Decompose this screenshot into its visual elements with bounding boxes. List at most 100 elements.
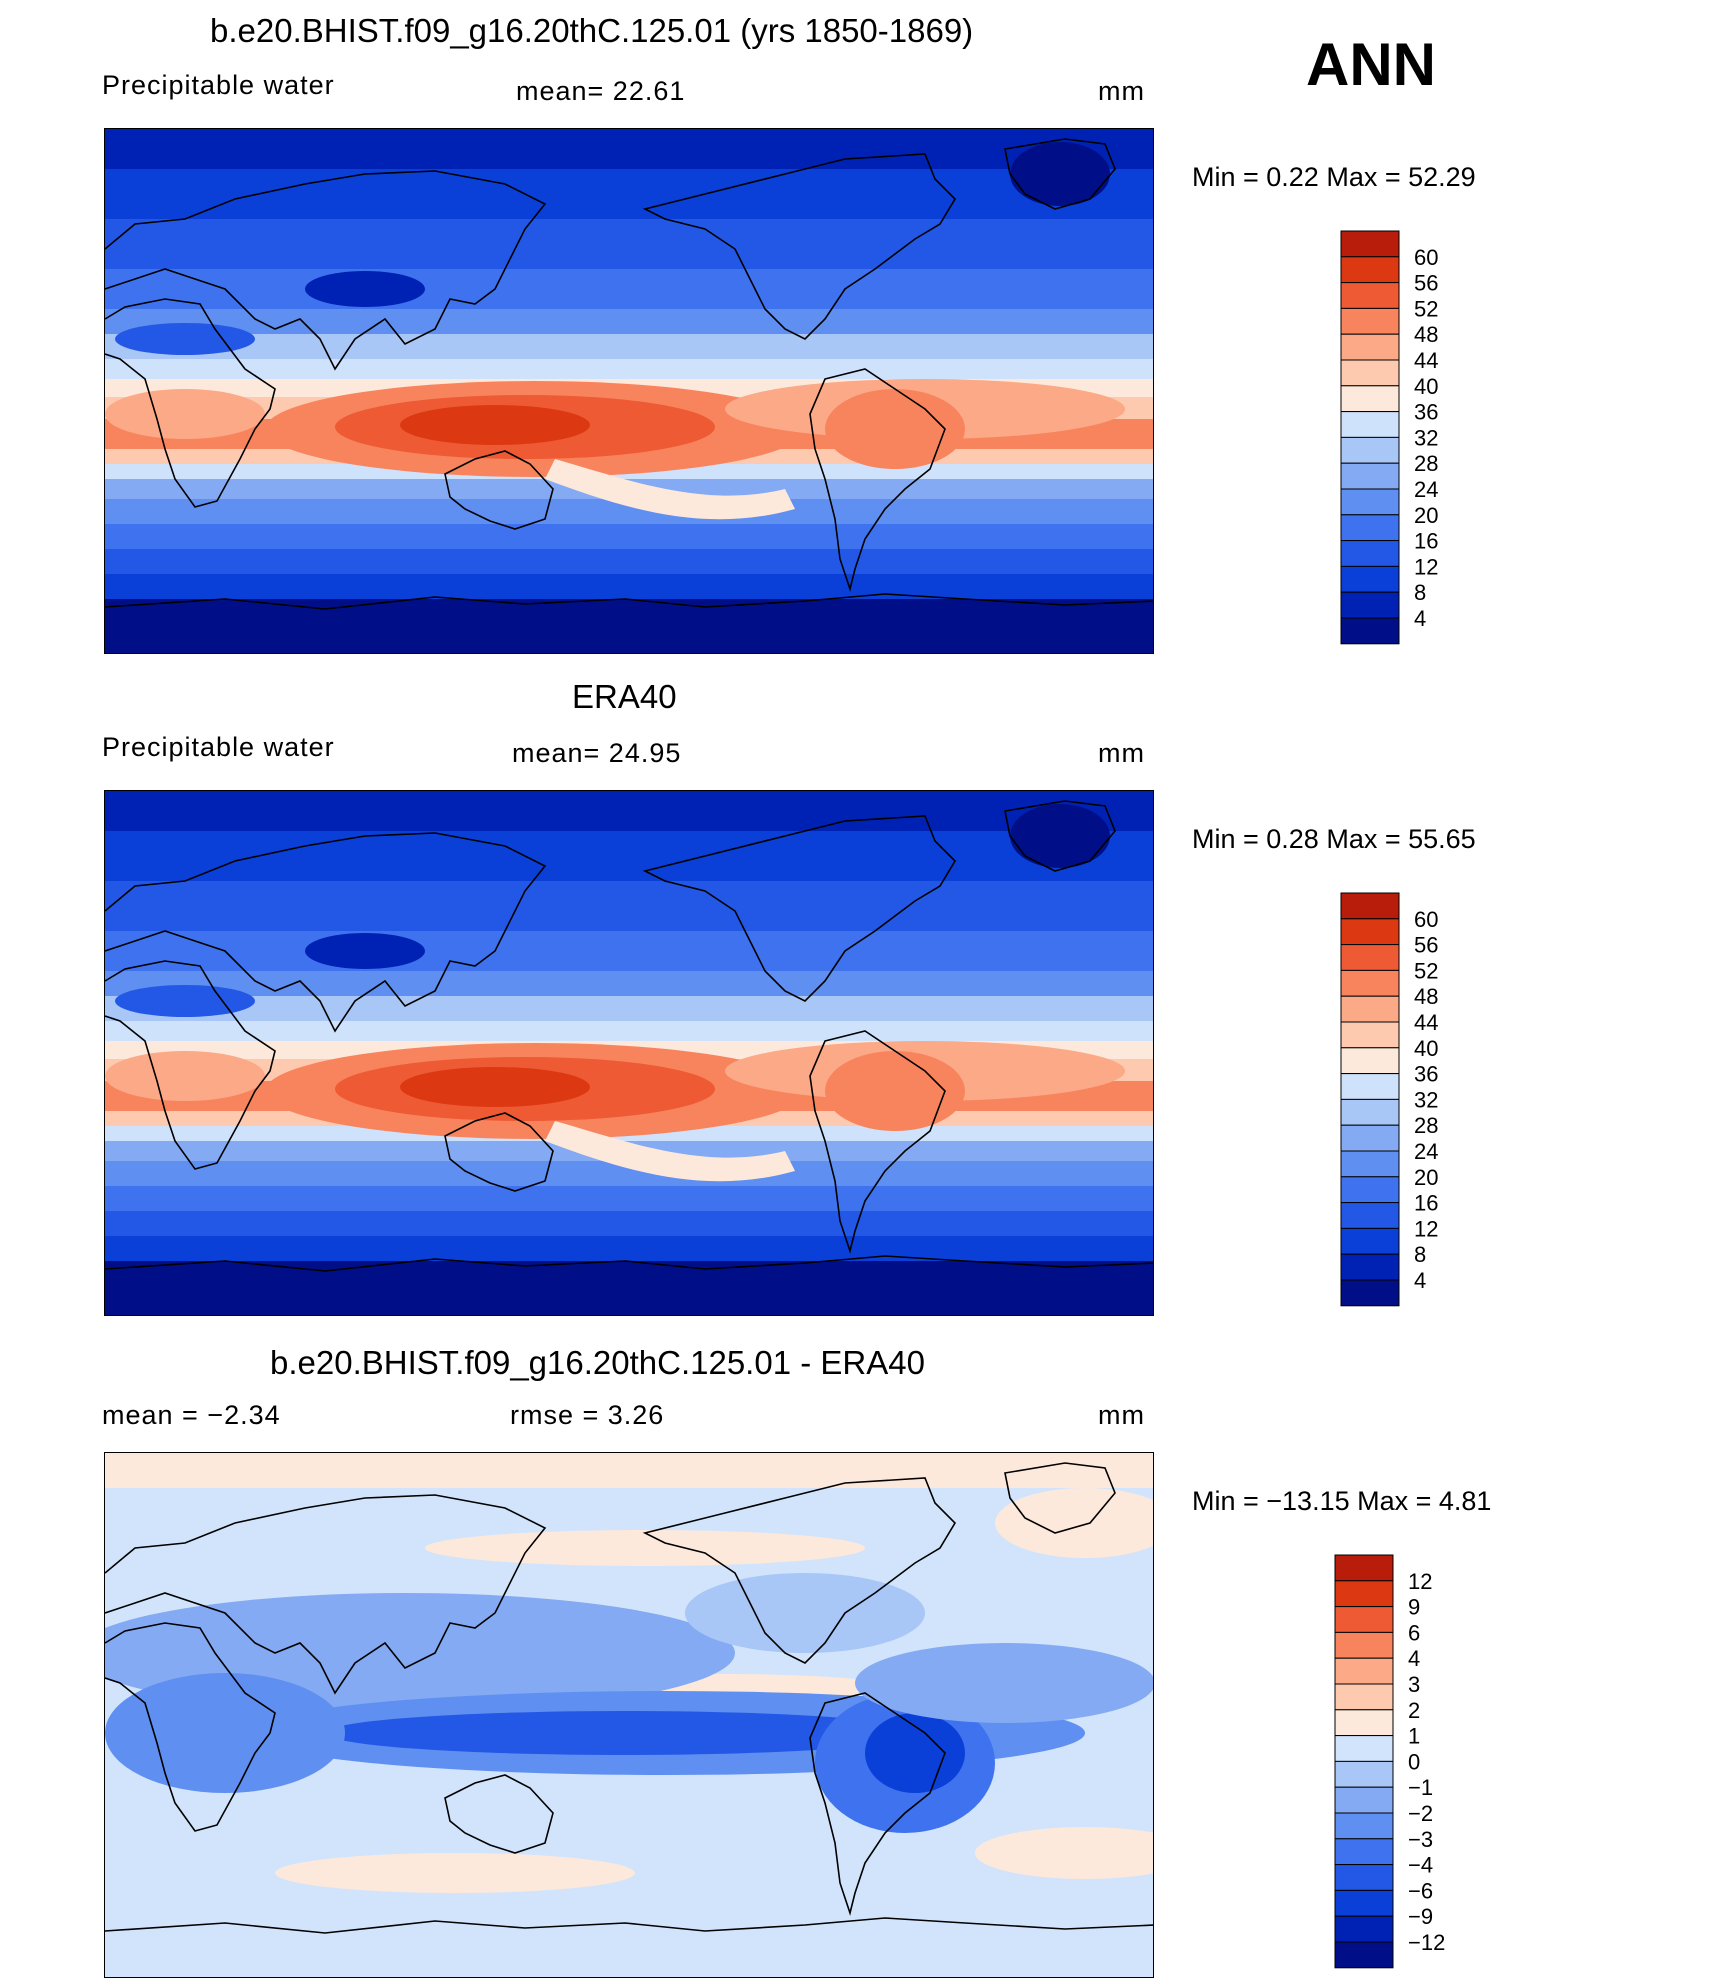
colorbar-tick-label: 20 [1414, 1165, 1438, 1190]
colorbar-tick-label: −12 [1408, 1930, 1445, 1955]
colorbar-tick-label: 32 [1414, 1087, 1438, 1112]
colorbar-swatch [1340, 565, 1400, 593]
colorbar-tick-label: 40 [1414, 1036, 1438, 1061]
colorbar-swatch [1340, 1176, 1400, 1204]
colorbar-tick-label: −1 [1408, 1775, 1433, 1800]
colorbar-tick-label: 4 [1414, 1268, 1426, 1293]
colorbar-swatch [1334, 1864, 1394, 1891]
map-field-3 [105, 1453, 1153, 1977]
colorbar-tick-label: 8 [1414, 1242, 1426, 1267]
colorbar-swatch [1334, 1554, 1394, 1582]
colorbar-tick-label: 52 [1414, 296, 1438, 321]
colorbar-tick-label: 0 [1408, 1749, 1420, 1774]
colorbar-swatch [1334, 1889, 1394, 1917]
colorbar-tick-label: 56 [1414, 933, 1438, 958]
colorbar-swatch [1334, 1631, 1394, 1659]
colorbar-tick-label: 16 [1414, 1191, 1438, 1216]
colorbar-swatch [1340, 436, 1400, 464]
panel-3-units: mm [1098, 1400, 1145, 1430]
colorbar-swatch [1340, 1047, 1400, 1075]
panel-3-map [104, 1452, 1154, 1978]
colorbar-tick-label: −6 [1408, 1878, 1433, 1903]
colorbar-tick-label: 52 [1414, 958, 1438, 983]
panel-1-map [104, 128, 1154, 654]
colorbar-tick-label: 24 [1414, 477, 1438, 502]
colorbar-tick-label: 1 [1408, 1724, 1420, 1749]
season-label: ANN [1306, 31, 1436, 98]
colorbar-swatch [1334, 1941, 1394, 1969]
colorbar-tick-label: −2 [1408, 1801, 1433, 1826]
colorbar-swatch [1340, 411, 1400, 438]
colorbar-swatch [1340, 282, 1400, 309]
colorbar-tick-label: 2 [1408, 1698, 1420, 1723]
panel-2-variable-label: Precipitable water [102, 732, 335, 762]
panel-2-mean-label: mean= 24.95 [512, 738, 682, 768]
colorbar-tick-label: 60 [1414, 907, 1438, 932]
colorbar-swatch [1340, 488, 1400, 516]
panel-1-title: b.e20.BHIST.f09_g16.20thC.125.01 (yrs 18… [210, 12, 974, 49]
colorbar-tick-label: 6 [1408, 1620, 1420, 1645]
colorbar-tick-label: 28 [1414, 451, 1438, 476]
panel-3-mean-label: mean = −2.34 [102, 1400, 281, 1430]
colorbar-swatch [1340, 1098, 1400, 1126]
colorbar-tick-label: 16 [1414, 529, 1438, 554]
colorbar-tick-label: 9 [1408, 1595, 1420, 1620]
colorbar-tick-label: 36 [1414, 400, 1438, 425]
colorbar-swatch [1340, 1124, 1400, 1152]
colorbar-swatch [1340, 995, 1400, 1023]
colorbar-tick-label: 28 [1414, 1113, 1438, 1138]
colorbar-tick-label: 4 [1414, 606, 1426, 631]
colorbar-swatch [1340, 617, 1400, 645]
colorbar-tick-label: 4 [1408, 1646, 1420, 1671]
colorbar-swatch [1334, 1735, 1394, 1762]
colorbar-swatch [1340, 256, 1400, 284]
map-field-1 [105, 129, 1153, 653]
panel-1-units: mm [1098, 76, 1145, 106]
colorbar-tick-label: 12 [1414, 1216, 1438, 1241]
colorbar-tick-label: 48 [1414, 322, 1438, 347]
panel-1-variable-label: Precipitable water [102, 70, 335, 100]
colorbar-swatch [1334, 1657, 1394, 1685]
colorbar-tick-label: −9 [1408, 1904, 1433, 1929]
colorbar-tick-label: 36 [1414, 1062, 1438, 1087]
panel-1-mean-label: mean= 22.61 [516, 76, 686, 106]
colorbar-swatch [1334, 1760, 1394, 1788]
panel-2-map [104, 790, 1154, 1316]
colorbar-swatch [1340, 1227, 1400, 1255]
colorbar-tick-label: 8 [1414, 580, 1426, 605]
colorbar-swatch [1340, 591, 1400, 619]
colorbar-swatch [1334, 1606, 1394, 1633]
colorbar-tick-label: 56 [1414, 271, 1438, 296]
colorbar-swatch [1340, 540, 1400, 567]
colorbar-swatch [1340, 1202, 1400, 1229]
colorbar-tick-label: 44 [1414, 348, 1438, 373]
colorbar-tick-label: −3 [1408, 1827, 1433, 1852]
colorbar-swatch [1340, 1021, 1400, 1049]
colorbar-tick-label: 20 [1414, 503, 1438, 528]
panel-3-rmse-label: rmse = 3.26 [510, 1400, 665, 1430]
colorbar-tick-label: 60 [1414, 245, 1438, 270]
panel-3-colorbar: 12 9 6 4 3 2 1 0 −1 −2 −3 −4 −6 −9 −12 [1334, 1554, 1474, 1976]
colorbar-swatch [1340, 1150, 1400, 1178]
colorbar-tick-label: 12 [1414, 554, 1438, 579]
colorbar-tick-label: 48 [1414, 984, 1438, 1009]
colorbar-swatch [1340, 892, 1400, 920]
panel-3-title: b.e20.BHIST.f09_g16.20thC.125.01 - ERA40 [270, 1344, 925, 1381]
colorbar-tick-label: 24 [1414, 1139, 1438, 1164]
map-field-2 [105, 791, 1153, 1315]
colorbar-swatch [1340, 1253, 1400, 1281]
colorbar-tick-label: 40 [1414, 374, 1438, 399]
colorbar-swatch [1334, 1812, 1394, 1840]
colorbar-swatch [1340, 1279, 1400, 1307]
colorbar-swatch [1334, 1580, 1394, 1608]
panel-3-minmax: Min = −13.15 Max = 4.81 [1192, 1486, 1492, 1516]
colorbar-swatch [1340, 969, 1400, 997]
panel-2-minmax: Min = 0.28 Max = 55.65 [1192, 824, 1476, 854]
colorbar-swatch [1340, 333, 1400, 361]
colorbar-swatch [1340, 1073, 1400, 1100]
colorbar-tick-label: 32 [1414, 425, 1438, 450]
colorbar-swatch [1340, 514, 1400, 542]
panel-2-colorbar: 60 56 52 48 44 40 36 32 28 24 20 16 12 8 4 [1340, 892, 1480, 1314]
